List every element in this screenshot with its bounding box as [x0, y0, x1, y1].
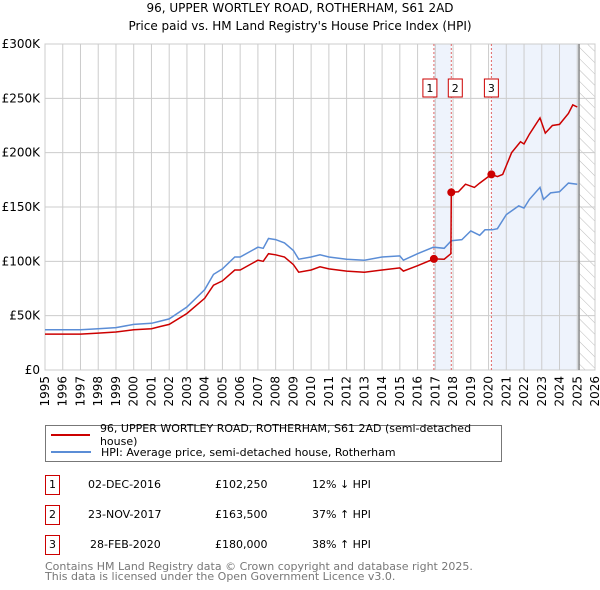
- legend-item-hpi: HPI: Average price, semi-detached house,…: [51, 444, 396, 460]
- x-tick-label: 2022: [517, 376, 531, 407]
- x-tick-label: 2018: [446, 376, 460, 407]
- x-tick-label: 1997: [73, 376, 87, 407]
- x-tick-label: 2008: [269, 376, 283, 407]
- x-tick-label: 2000: [127, 376, 141, 407]
- x-tick-label: 2006: [233, 376, 247, 407]
- y-tick-label: £0: [25, 363, 40, 377]
- x-tick-label: 1995: [38, 376, 52, 407]
- x-tick-label: 2002: [162, 376, 176, 407]
- transaction-row: 2 23-NOV-2017 £163,500 37% ↑ HPI: [45, 505, 505, 525]
- x-tick-label: 2012: [340, 376, 354, 407]
- x-tick-label: 2019: [464, 376, 478, 407]
- sale-point: [487, 170, 496, 179]
- legend-swatch-hpi: [51, 451, 91, 453]
- transaction-date: 28-FEB-2020: [90, 538, 161, 551]
- x-tick-label: 2024: [553, 376, 567, 407]
- plot-border: [44, 43, 596, 371]
- sale-label: 1: [426, 82, 433, 95]
- x-tick-label: 2001: [144, 376, 158, 407]
- x-tick-label: 1999: [109, 376, 123, 407]
- y-tick-label: £300K: [2, 37, 42, 51]
- transaction-date: 02-DEC-2016: [88, 478, 162, 491]
- sale-label: 2: [452, 82, 459, 95]
- legend-item-property: 96, UPPER WORTLEY ROAD, ROTHERHAM, S61 2…: [51, 422, 501, 448]
- sale-label: 3: [488, 82, 495, 95]
- footer-licence: This data is licensed under the Open Gov…: [45, 570, 396, 583]
- x-tick-label: 2026: [588, 376, 600, 407]
- legend-label-property: 96, UPPER WORTLEY ROAD, ROTHERHAM, S61 2…: [99, 422, 472, 448]
- transaction-hpi-diff: 37% ↑ HPI: [312, 508, 371, 521]
- chart-title: 96, UPPER WORTLEY ROAD, ROTHERHAM, S61 2…: [146, 1, 454, 15]
- x-tick-label: 2020: [482, 376, 496, 407]
- transaction-marker: 3: [45, 535, 60, 555]
- property-price-line: [45, 103, 578, 335]
- x-tick-label: 2025: [570, 376, 584, 407]
- transaction-hpi-diff: 38% ↑ HPI: [312, 538, 371, 551]
- sale-point: [447, 188, 456, 197]
- transaction-price: £163,500: [215, 508, 268, 521]
- x-tick-label: 2009: [286, 376, 300, 407]
- legend: 96, UPPER WORTLEY ROAD, ROTHERHAM, S61 2…: [45, 422, 502, 462]
- y-tick-label: £200K: [2, 146, 42, 160]
- x-tick-label: 2014: [375, 376, 389, 407]
- x-tick-label: 1996: [56, 376, 70, 407]
- x-tick-label: 2007: [251, 376, 265, 407]
- x-tick-label: 2021: [499, 376, 513, 407]
- transaction-hpi-diff: 12% ↓ HPI: [312, 478, 371, 491]
- transaction-row: 3 28-FEB-2020 £180,000 38% ↑ HPI: [45, 535, 505, 555]
- x-tick-label: 2004: [198, 376, 212, 407]
- transaction-price: £180,000: [215, 538, 268, 551]
- x-tick-label: 2010: [304, 376, 318, 407]
- x-tick-label: 1998: [91, 376, 105, 407]
- x-tick-label: 2005: [215, 376, 229, 407]
- x-tick-label: 2023: [535, 376, 549, 407]
- transaction-marker: 1: [45, 475, 60, 495]
- x-tick-label: 2016: [411, 376, 425, 407]
- chart-subtitle: Price paid vs. HM Land Registry's House …: [128, 19, 472, 33]
- transaction-marker: 2: [45, 505, 60, 525]
- y-tick-label: £100K: [2, 254, 42, 268]
- sale-label-box: [447, 78, 463, 98]
- y-tick-label: £50K: [9, 309, 41, 323]
- sale-label-box: [422, 78, 438, 98]
- transaction-row: 1 02-DEC-2016 £102,250 12% ↓ HPI: [45, 475, 505, 495]
- legend-label-hpi: HPI: Average price, semi-detached house,…: [101, 445, 396, 459]
- x-tick-label: 2003: [180, 376, 194, 407]
- legend-swatch-property: [51, 434, 90, 436]
- sale-point: [429, 254, 438, 263]
- x-tick-label: 2013: [357, 376, 371, 407]
- transaction-date: 23-NOV-2017: [88, 508, 162, 521]
- transaction-price: £102,250: [215, 478, 268, 491]
- sale-label-box: [483, 78, 499, 98]
- hpi-line: [45, 182, 578, 331]
- x-tick-label: 2015: [393, 376, 407, 407]
- x-tick-label: 2011: [322, 376, 336, 407]
- footer-copyright: Contains HM Land Registry data © Crown c…: [45, 560, 473, 573]
- y-tick-label: £150K: [2, 200, 42, 214]
- x-tick-label: 2017: [428, 376, 442, 407]
- y-tick-label: £250K: [2, 91, 42, 105]
- price-chart: 1995 1996 1997 1998 1999 2000 2001 2002 2003 2004…: [2, 37, 600, 407]
